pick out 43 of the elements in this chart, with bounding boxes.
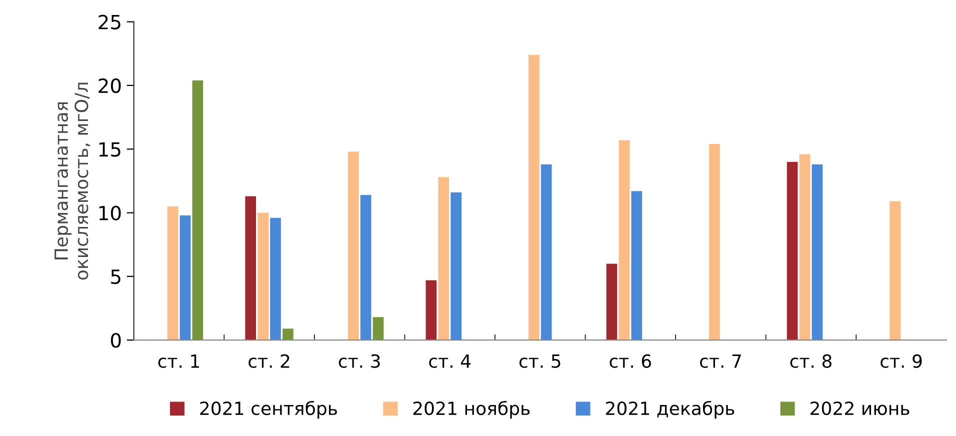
bar [282,328,294,340]
y-tick-label: 10 [99,206,121,220]
bar [245,196,256,340]
bar [890,201,900,340]
bar [812,164,823,340]
bar [438,177,450,340]
legend-label: 2021 сентябрь [200,400,337,419]
y-tick-label: 20 [98,78,121,94]
x-tick-label: ст. 6 [610,354,651,368]
bar [348,152,359,340]
bar [450,192,462,340]
bar [540,164,552,340]
x-tick-label: ст. 4 [429,354,471,368]
bar [360,194,372,340]
y-tick-label: 0 [110,333,121,348]
bar [606,264,618,340]
bar [426,280,437,340]
bar [786,162,798,340]
y-tick-label: 15 [99,142,120,157]
bar [618,140,630,340]
x-tick-label: ст. 8 [790,354,832,368]
bar [258,212,268,340]
bar [799,154,810,340]
y-tick-label: 25 [98,14,120,30]
legend-label: 2021 ноябрь [413,400,530,419]
bar [180,215,191,340]
legend-label: 2022 июнь [810,402,910,416]
x-tick-label: ст. 5 [519,354,560,368]
x-tick-label: ст. 2 [248,354,290,368]
x-tick-label: ст. 9 [880,354,922,368]
x-tick-label: ст. 7 [700,354,741,368]
x-tick-label: ст. 3 [338,354,380,368]
x-tick-label: ст. 1 [158,354,200,368]
bar [167,206,178,340]
bar [709,144,720,340]
y-axis-title: Перманганатная окисляемость, мгО/л [54,82,90,280]
bar [631,191,642,340]
bar [192,80,204,340]
bar [270,218,281,340]
legend-label: 2021 декабрь [606,400,734,419]
y-tick-label: 5 [111,270,120,284]
bar [372,317,384,340]
bar [528,54,540,340]
